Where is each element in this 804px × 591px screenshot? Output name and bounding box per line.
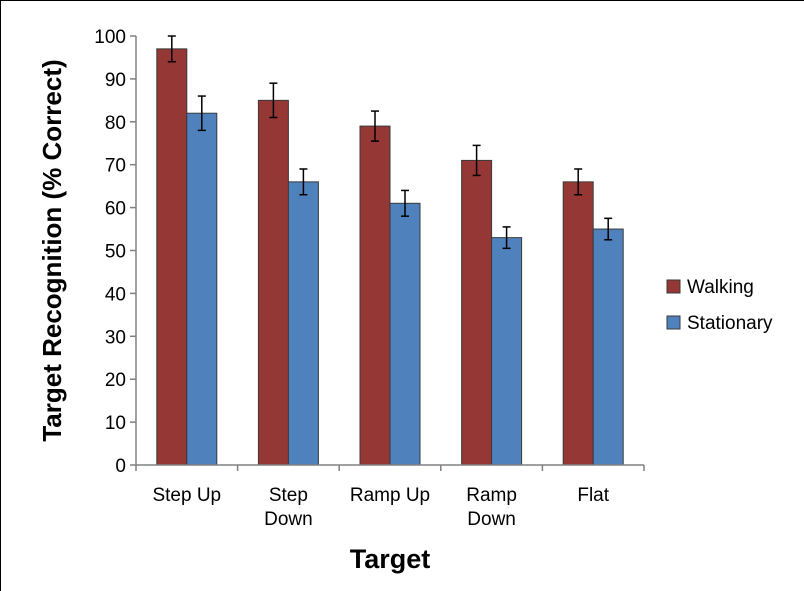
y-tick-label: 90 (105, 70, 126, 91)
x-tick-label: Step Up (152, 485, 221, 506)
y-tick-label: 50 (105, 242, 126, 263)
x-ticks: Step Up Step Down Ramp Up Ramp Down Flat (135, 465, 645, 530)
legend: Walking Stationary (666, 277, 773, 334)
legend-label: Stationary (687, 313, 773, 334)
error-bar (167, 35, 176, 63)
error-bar (371, 110, 379, 142)
legend-item-walking: Walking (666, 277, 754, 298)
y-tick-label: 10 (105, 413, 126, 434)
x-axis-title: Target (350, 544, 431, 574)
error-bar (401, 189, 409, 217)
bar-stationary (592, 228, 624, 466)
error-bar (299, 168, 308, 196)
y-tick-label: 30 (105, 327, 126, 348)
y-ticks: 0 10 20 30 40 50 60 70 80 90 100 (94, 27, 136, 477)
error-bars-layer (167, 35, 613, 250)
y-tick-label: 80 (105, 113, 126, 134)
error-bar (197, 95, 206, 132)
bar-stationary (186, 112, 218, 466)
y-tick-label: 100 (94, 27, 126, 48)
legend-label: Walking (687, 277, 754, 298)
bar-walking (257, 99, 289, 466)
y-tick-label: 70 (105, 156, 126, 177)
bar-stationary (389, 202, 421, 466)
y-tick-label: 60 (105, 199, 126, 220)
x-tick-label: Ramp Up (350, 485, 430, 506)
bar-stationary (287, 181, 319, 466)
y-tick-label: 20 (105, 370, 126, 391)
y-tick-label: 0 (115, 456, 126, 477)
legend-swatch (666, 315, 681, 330)
error-bar (269, 82, 278, 119)
legend-swatch (666, 279, 681, 294)
y-tick-label: 40 (105, 284, 126, 305)
bars-layer (156, 48, 624, 466)
error-bar (574, 168, 583, 196)
error-bar (472, 144, 481, 177)
bar-walking (461, 159, 493, 466)
error-bar (604, 217, 613, 241)
legend-item-stationary: Stationary (666, 313, 773, 334)
error-bar (502, 226, 511, 250)
bar-walking (156, 48, 188, 466)
bar-walking (562, 181, 594, 466)
x-tick-label: Step Down (264, 485, 313, 530)
bar-walking (359, 125, 391, 466)
x-tick-label: Flat (577, 485, 609, 506)
x-tick-label: Ramp Down (466, 485, 517, 530)
bar-stationary (491, 237, 523, 466)
y-axis-title: Target Recognition (% Correct) (37, 59, 67, 441)
